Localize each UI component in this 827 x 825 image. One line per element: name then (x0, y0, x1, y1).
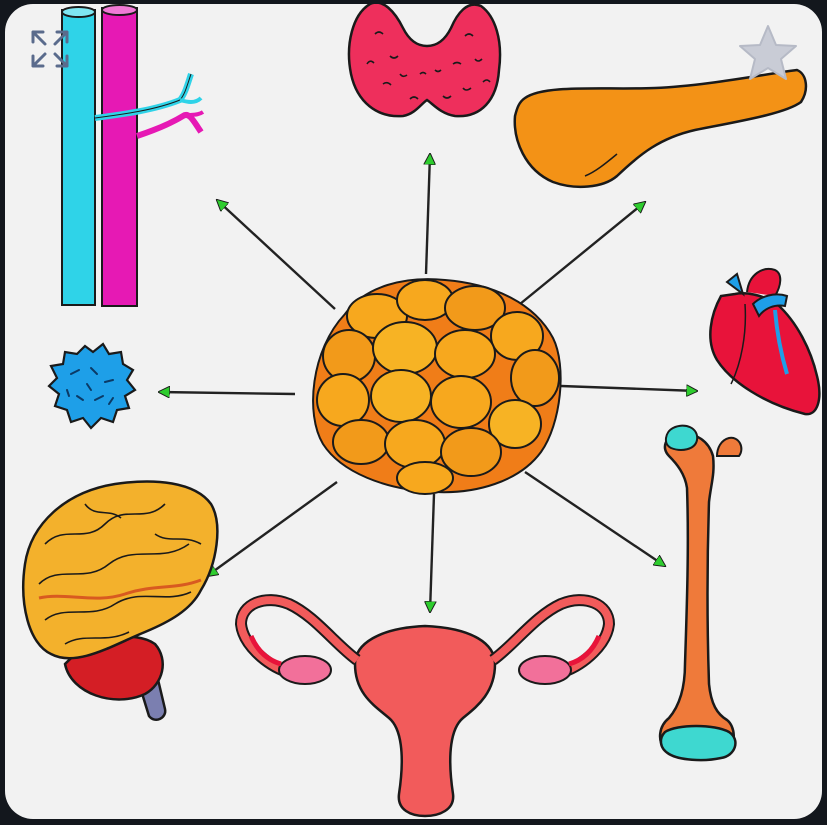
blood-vessels-icon (61, 4, 205, 307)
femur-bone-icon (658, 424, 743, 762)
arrow-to-immune-cell (159, 392, 296, 394)
thyroid-icon (347, 4, 502, 118)
immune-cell-icon (47, 342, 137, 430)
uterus-ovaries-icon (234, 594, 616, 818)
arrow-to-vessels (217, 200, 336, 310)
arrow-to-bone (524, 471, 665, 566)
arrow-to-pancreas (519, 202, 645, 305)
arrow-to-brain (207, 481, 338, 576)
arrow-to-uterus (430, 493, 434, 612)
favorite-button[interactable] (733, 18, 803, 88)
expand-arrows-icon (31, 30, 69, 68)
fat-cells-cluster-icon (312, 278, 562, 495)
diagram-card (5, 4, 822, 819)
star-icon (739, 25, 797, 80)
heart-icon (709, 268, 821, 416)
arrow-to-thyroid (426, 154, 430, 275)
arrows (159, 154, 697, 612)
pancreas-icon (513, 68, 808, 188)
expand-button[interactable] (19, 18, 81, 80)
arrow-to-heart (560, 386, 697, 391)
diagram-canvas (22, 4, 821, 818)
brain-icon (22, 480, 219, 721)
